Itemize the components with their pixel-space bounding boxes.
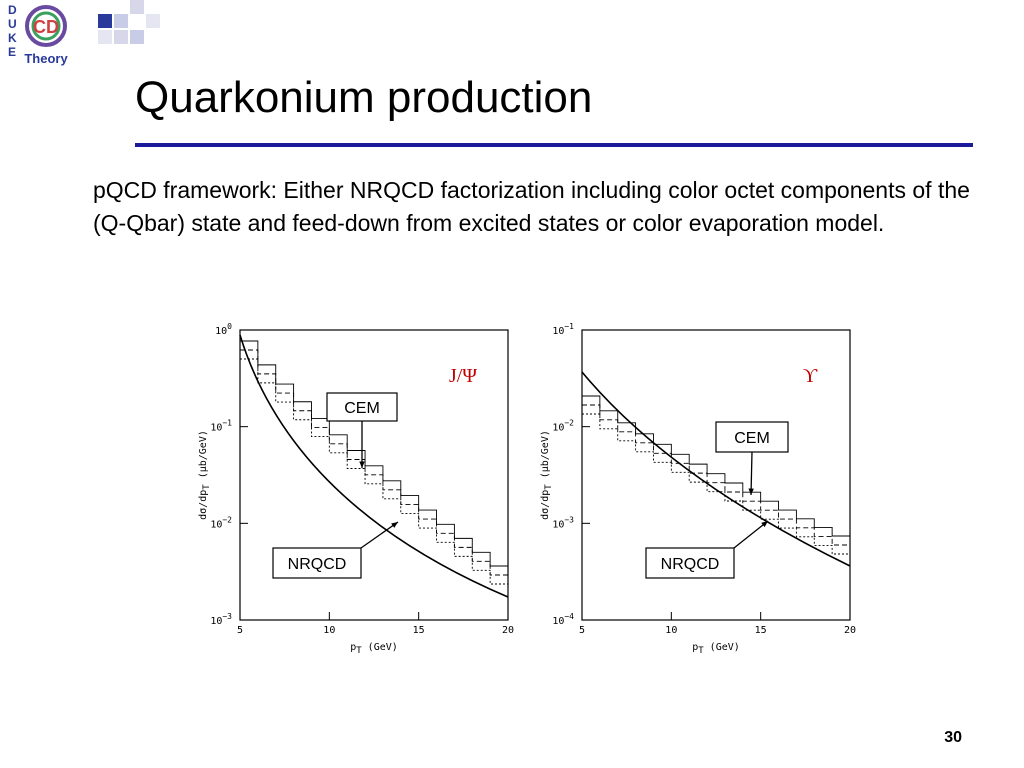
y-tick-label: 10−2 [210,515,232,530]
histogram [240,340,508,567]
tick-base: 10 [210,423,222,434]
slide-title: Quarkonium production [135,73,592,122]
label-sub: T [698,646,704,656]
label-unit: (GeV) [704,642,740,653]
x-tick-label: 5 [237,625,243,636]
tick-base: 10 [552,616,564,627]
logo-letter: U [8,17,17,31]
label-main: p [350,642,356,653]
y-tick-label: 10−4 [552,612,574,627]
callout-box [715,421,789,453]
y-tick-label: 10−1 [210,419,232,434]
callout-label: NRQCD [288,556,347,573]
histogram [582,413,850,555]
arrow-head [359,461,365,468]
curve [239,334,509,598]
label-unit: (GeV) [362,642,398,653]
x-tick-label: 5 [579,625,585,636]
histogram [582,395,850,537]
particle-label: J/Ψ [449,365,477,387]
x-tick-label: 15 [755,625,767,636]
title-rule [135,143,973,147]
x-tick-label: 10 [665,625,677,636]
callout-arrow [733,520,769,549]
tick-exp: −3 [222,612,232,621]
tick-base: 10 [210,519,222,530]
logo-mark: CD [33,17,59,37]
histogram [240,358,508,585]
x-axis-label: pT (GeV) [350,642,398,656]
logo-name: Theory [24,51,68,66]
y-axis-label: dσ/dpT (μb/GeV) [198,430,212,520]
x-tick-label: 20 [502,625,514,636]
body-text: pQCD framework: Either NRQCD factorizati… [93,177,970,236]
label-main: p [692,642,698,653]
tick-base: 10 [215,326,227,337]
y-tick-label: 10−3 [552,515,574,530]
logo-letter: E [8,45,16,59]
tick-exp: −2 [222,515,232,524]
histogram [240,349,508,576]
callout-box [326,392,398,422]
callout-arrow [750,451,753,496]
label-sub: T [202,484,212,490]
tick-exp: −2 [564,419,574,428]
tick-exp: −3 [564,515,574,524]
label-unit: (μb/GeV) [540,430,551,484]
plot-frame [581,329,851,621]
y-tick-label: 10−2 [552,419,574,434]
x-tick-label: 15 [413,625,425,636]
tick-base: 10 [210,616,222,627]
y-tick-label: 10−3 [210,612,232,627]
page-number: 30 [944,729,962,746]
callout-arrow [360,521,399,549]
callout-box [272,547,362,579]
label-sub: T [356,646,362,656]
histogram [582,404,850,546]
arrow-head [391,522,398,528]
callout-label: NRQCD [661,556,720,573]
label-main: dσ/dp [198,490,209,520]
tick-base: 10 [552,326,564,337]
y-tick-label: 10−1 [552,322,574,337]
decor-squares [98,0,160,44]
x-tick-label: 10 [323,625,335,636]
particle-label: ϒ [803,365,818,387]
arrow-head [748,488,754,495]
x-axis-label: pT (GeV) [692,642,740,656]
callout-label: CEM [734,430,770,447]
tick-exp: −1 [222,419,232,428]
tick-base: 10 [552,519,564,530]
tick-base: 10 [552,423,564,434]
curve [581,371,851,567]
logo-letter: D [8,3,17,17]
label-unit: (μb/GeV) [198,430,209,484]
logo-letter: K [8,31,17,45]
tick-exp: −1 [564,322,574,331]
y-tick-label: 100 [215,322,232,337]
arrow-head [761,521,768,528]
label-main: dσ/dp [540,490,551,520]
callout-box [645,547,735,579]
logo: D U K E CD Theory [8,3,68,66]
label-sub: T [544,484,554,490]
tick-exp: 0 [227,322,232,331]
tick-exp: −4 [564,612,574,621]
plot-frame [239,329,509,621]
x-tick-label: 20 [844,625,856,636]
y-axis-label: dσ/dpT (μb/GeV) [540,430,554,520]
callout-label: CEM [344,400,380,417]
